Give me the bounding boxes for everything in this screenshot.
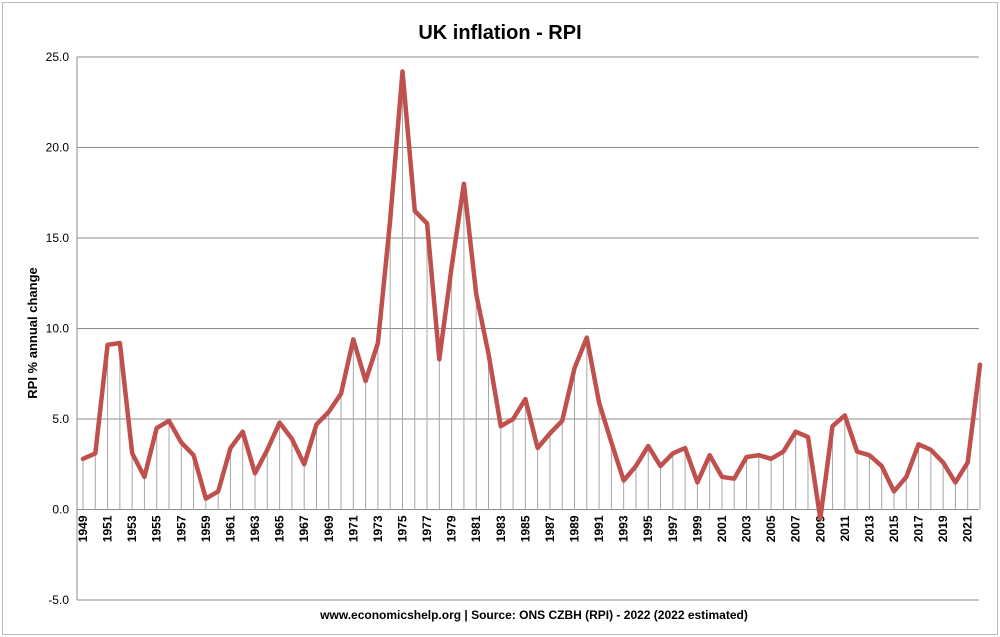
x-tick-label: 2015	[887, 515, 901, 542]
x-tick-label: 2005	[764, 515, 778, 542]
x-tick-label: 2001	[715, 515, 729, 542]
y-tick-label: -5.0	[48, 593, 69, 607]
x-tick-label: 1993	[617, 515, 631, 542]
source-note: www.economicshelp.org | Source: ONS CZBH…	[319, 608, 748, 622]
grid-layer	[76, 56, 979, 601]
x-tick-label: 1989	[568, 515, 582, 542]
x-tick-label: 2011	[838, 515, 852, 541]
x-tick-label: 1985	[518, 515, 532, 542]
x-tick-label: 1963	[248, 515, 262, 542]
y-tick-label: 20.0	[46, 141, 70, 155]
x-tick-label: 1979	[445, 515, 459, 542]
y-tick-label: 5.0	[52, 412, 69, 426]
y-tick-label: 10.0	[46, 322, 70, 336]
y-tick-label: 25.0	[46, 50, 70, 64]
x-tick-label: 1981	[469, 515, 483, 542]
x-tick-label: 1961	[223, 515, 237, 542]
x-tick-label: 1971	[346, 515, 360, 542]
x-tick-label: 2017	[912, 515, 926, 542]
x-tick-label: 1957	[174, 515, 188, 542]
x-tick-label: 1965	[273, 515, 287, 542]
x-tick-label: 2013	[862, 515, 876, 542]
drop-lines-layer	[82, 71, 981, 519]
x-tick-label: 2009	[813, 515, 827, 542]
y-tick-labels: -5.0 0.0 5.0 10.0 15.0 20.0 25.0	[46, 50, 70, 607]
y-tick-label: 15.0	[46, 231, 70, 245]
x-tick-label: 1995	[641, 515, 655, 542]
x-tick-label: 1975	[395, 515, 409, 542]
x-tick-label: 2007	[789, 515, 803, 542]
x-tick-label: 2019	[936, 515, 950, 542]
x-tick-label: 1991	[592, 515, 606, 542]
x-tick-label: 2021	[961, 515, 975, 542]
x-tick-label: 1969	[322, 515, 336, 542]
x-tick-labels: 1949 1951 1953 1955 1957 1959 1961 1963 1965 1967…	[76, 515, 975, 542]
x-tick-label: 1955	[150, 515, 164, 542]
x-tick-label: 1967	[297, 515, 311, 542]
x-tick-label: 1949	[76, 515, 90, 542]
y-tick-label: 0.0	[52, 503, 69, 517]
x-tick-label: 1977	[420, 515, 434, 542]
x-tick-label: 1959	[199, 515, 213, 542]
x-tick-label: 1973	[371, 515, 385, 542]
x-tick-label: 1987	[543, 515, 557, 542]
x-tick-label: 1953	[125, 515, 139, 542]
x-tick-label: 2003	[740, 515, 754, 542]
x-tick-label: 1951	[101, 515, 115, 542]
x-tick-label: 1997	[666, 515, 680, 542]
y-axis-label: RPI % annual change	[25, 267, 40, 398]
chart-canvas: UK inflation - RPI -5.0 0.0 5.0 10.0 15.0 20.…	[25, 22, 983, 622]
x-tick-label: 1983	[494, 515, 508, 542]
x-tick-label: 1999	[690, 515, 704, 542]
chart-title: UK inflation - RPI	[418, 22, 581, 44]
series-line-rpi	[80, 69, 983, 521]
